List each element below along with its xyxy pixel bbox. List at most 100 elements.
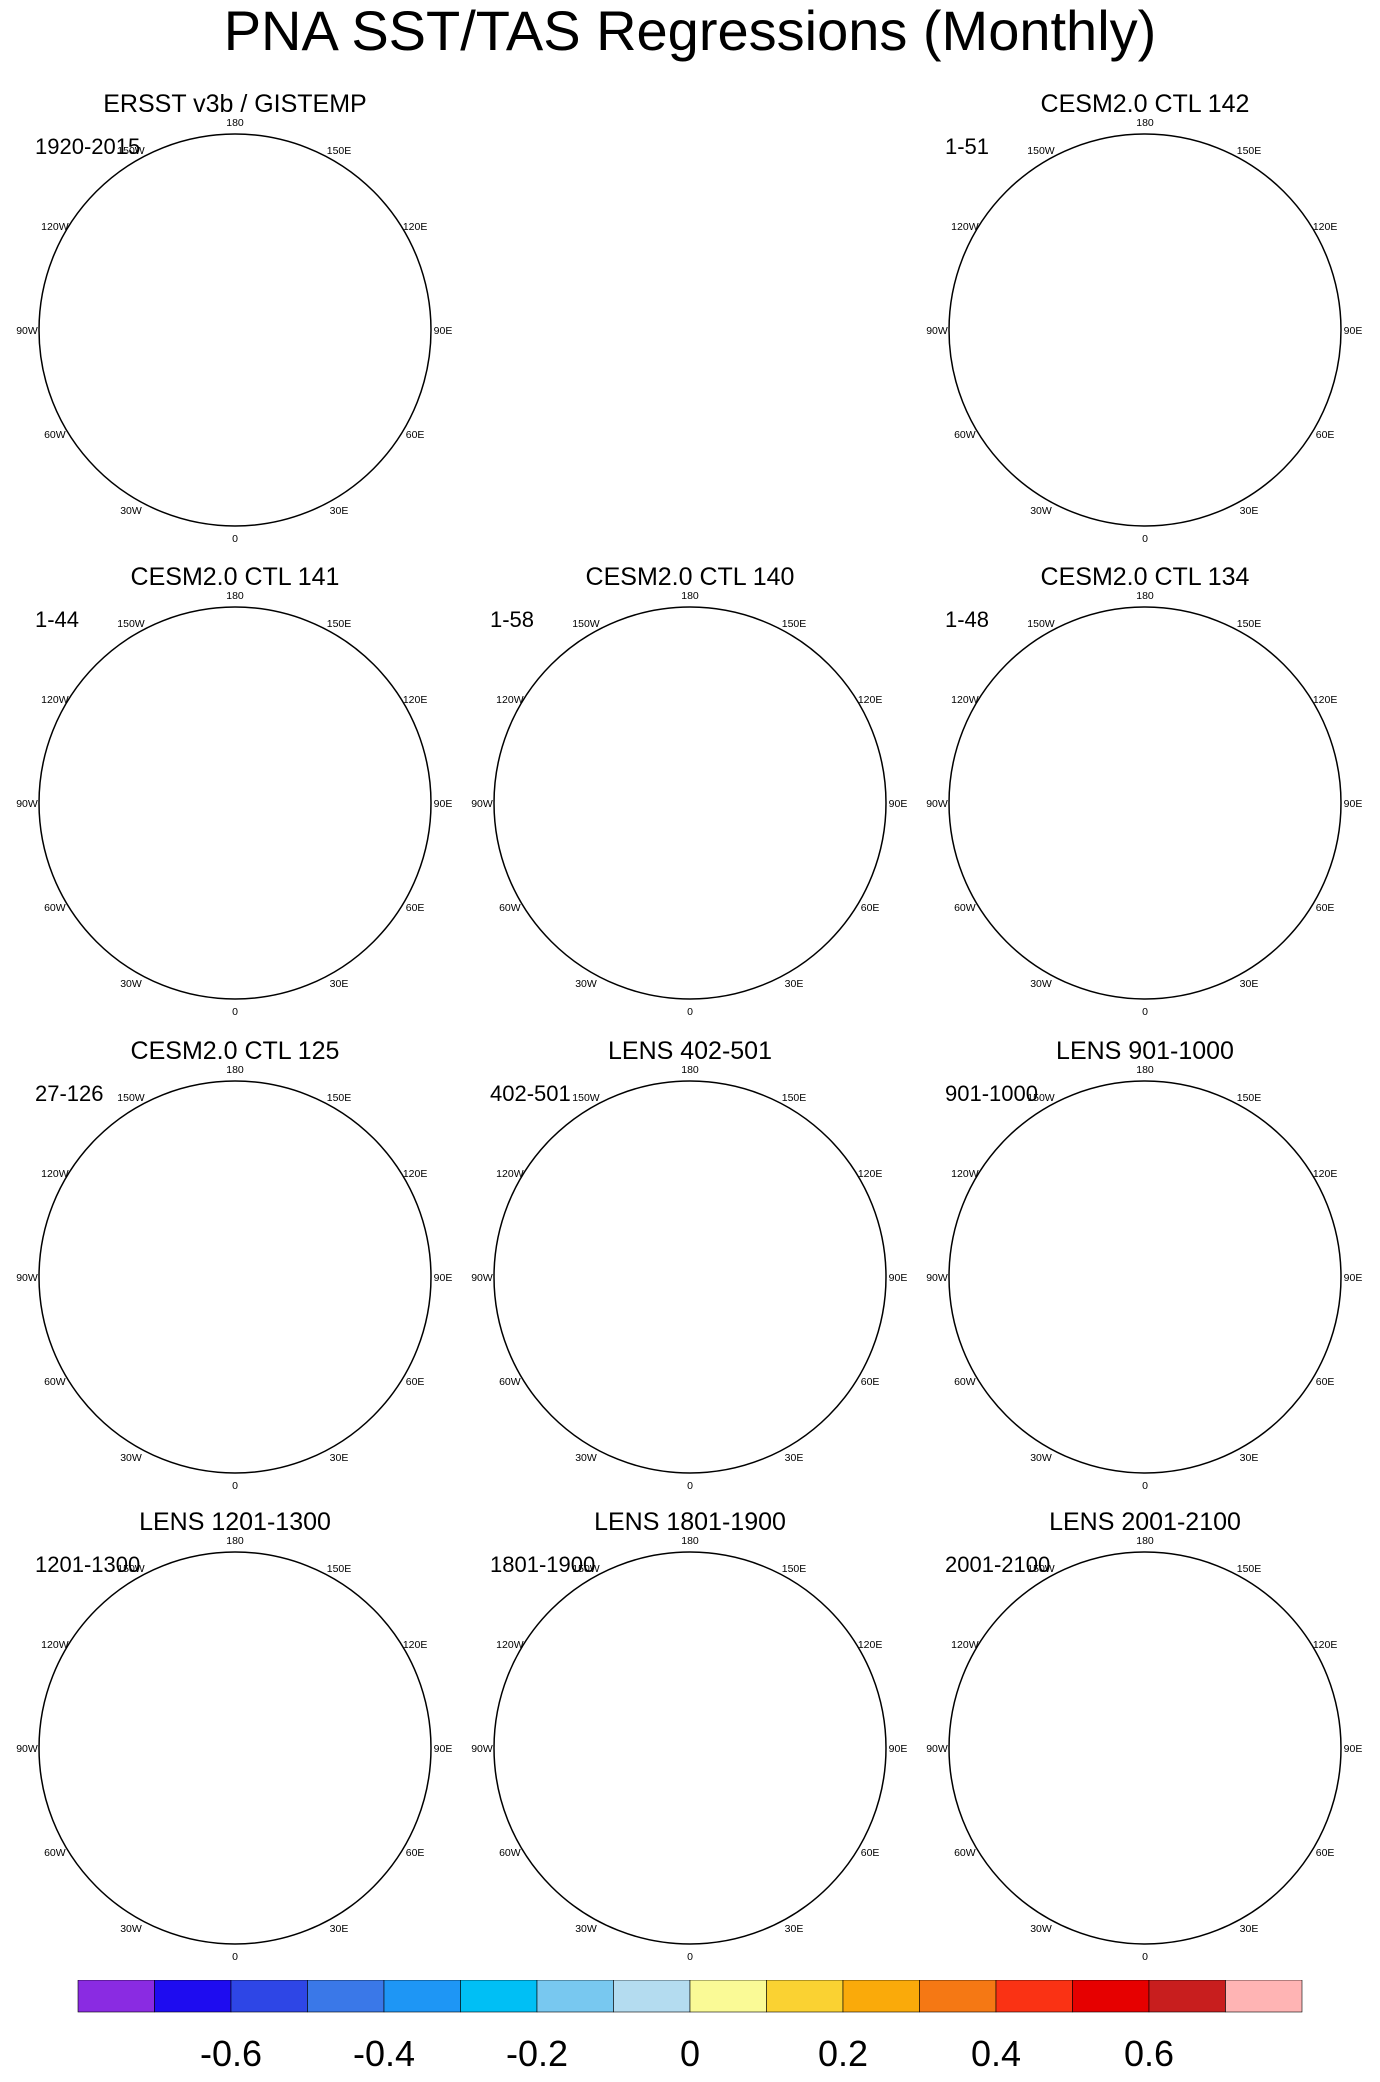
longitude-label: 0 xyxy=(232,1951,238,1963)
field-negative-europe xyxy=(616,872,695,999)
longitude-label: 60W xyxy=(44,1376,66,1388)
map-panel: 180 150E 120E 90E 60E 30E 0 30W 60W 90W 120W 150W CE… xyxy=(16,1037,452,1492)
longitude-label: 120W xyxy=(41,1168,69,1180)
panel-years: 1-48 xyxy=(945,607,989,632)
field-negative-atlantic xyxy=(39,1257,174,1463)
longitude-label: 150W xyxy=(117,1563,145,1575)
longitude-label: 60E xyxy=(406,429,425,441)
field-background xyxy=(494,1552,886,1944)
coastline-iberia xyxy=(157,1895,216,1944)
coastline-iberia xyxy=(1067,477,1126,526)
field-negative-atlantic xyxy=(949,783,1084,989)
field-canada-positive xyxy=(127,737,235,783)
field-negative-east xyxy=(1106,1155,1341,1395)
coastline-europe xyxy=(1037,1815,1253,1868)
field-negative-atlantic xyxy=(949,1728,1084,1934)
longitude-label: 180 xyxy=(1136,1064,1154,1076)
longitude-label: 90E xyxy=(434,325,453,337)
longitude-label: 0 xyxy=(1142,1480,1148,1492)
field-negative-eurasia xyxy=(215,1287,431,1473)
longitude-label: 90W xyxy=(16,325,38,337)
longitude-label: 90E xyxy=(1344,1743,1363,1755)
field-pacific-core xyxy=(172,1599,227,1630)
longitude-label: 180 xyxy=(1136,1535,1154,1547)
coastline-iberia xyxy=(1067,1895,1126,1944)
field-pacific-negative xyxy=(600,1578,778,1656)
coastline-north xyxy=(39,1182,431,1305)
field-negative-eurasia xyxy=(670,813,886,999)
longitude-label: 90W xyxy=(471,798,493,810)
coastline-north xyxy=(949,1182,1341,1305)
coastline-us-east xyxy=(49,1297,78,1336)
longitude-label: 150E xyxy=(782,1563,807,1575)
field-pacific-core xyxy=(1082,1128,1137,1159)
map-panel: 180 150E 120E 90E 60E 30E 0 30W 60W 90W 120W 150W LE… xyxy=(471,1037,907,1492)
field-canada-positive xyxy=(582,1682,690,1728)
longitude-label: 120E xyxy=(1313,1168,1338,1180)
longitude-label: 90E xyxy=(434,1272,453,1284)
longitude-label: 60W xyxy=(44,429,66,441)
field-pacific-core xyxy=(627,1599,682,1630)
field-negative-eurasia xyxy=(1125,813,1341,999)
field-canada-positive xyxy=(1037,1211,1145,1257)
longitude-label: 30W xyxy=(120,978,142,990)
longitude-label: 30W xyxy=(1030,505,1052,517)
coastline-europe xyxy=(1037,397,1253,450)
longitude-label: 90E xyxy=(1344,798,1363,810)
longitude-label: 120W xyxy=(496,1168,524,1180)
longitude-label: 120E xyxy=(403,1639,428,1651)
colorbar-tick-label: 0.6 xyxy=(1124,2033,1174,2074)
panel-title: CESM2.0 CTL 140 xyxy=(586,563,795,591)
field-bering-spot xyxy=(278,1643,302,1657)
field-negative-atlantic xyxy=(949,1257,1084,1463)
longitude-label: 30E xyxy=(1240,978,1259,990)
field-negative-atlantic xyxy=(39,1728,174,1934)
coastline-iberia xyxy=(1067,1424,1126,1473)
coastline-us-east xyxy=(959,350,988,389)
field-canada-warm-core xyxy=(141,1206,225,1222)
longitude-label: 90W xyxy=(471,1272,493,1284)
field-canada-positive xyxy=(127,1682,235,1728)
longitude-label: 150E xyxy=(327,145,352,157)
map-boundary xyxy=(38,606,432,1000)
panel-years: 1920-2015 xyxy=(35,134,140,159)
longitude-label: 30E xyxy=(1240,1452,1259,1464)
longitude-label: 180 xyxy=(226,117,244,129)
field-negative-east xyxy=(651,681,886,921)
map-boundary xyxy=(38,1080,432,1474)
field-negative-europe xyxy=(1071,872,1150,999)
field-alaska-positive xyxy=(959,641,1126,748)
longitude-label: 120W xyxy=(41,694,69,706)
longitude-label: 30E xyxy=(1240,505,1259,517)
field-negative-europe xyxy=(161,399,240,526)
longitude-label: 120W xyxy=(496,1639,524,1651)
longitude-label: 30W xyxy=(1030,1452,1052,1464)
longitude-label: 30E xyxy=(330,1452,349,1464)
field-background xyxy=(39,607,431,999)
field-pacific-core xyxy=(627,654,682,685)
longitude-label: 150E xyxy=(327,618,352,630)
colorbar-tick-label: -0.6 xyxy=(200,2033,262,2074)
longitude-label: 0 xyxy=(232,1006,238,1018)
field-background xyxy=(949,1081,1341,1473)
field-canada-positive xyxy=(582,1211,690,1257)
colorbar-bin xyxy=(613,1980,691,2013)
coastline-us-east xyxy=(49,350,78,389)
field-negative-europe xyxy=(161,872,240,999)
panel-title: CESM2.0 CTL 142 xyxy=(1041,90,1250,118)
field-background xyxy=(494,1081,886,1473)
coastline-north xyxy=(949,1653,1341,1776)
coastline-north xyxy=(39,708,431,831)
longitude-label: 180 xyxy=(226,1064,244,1076)
field-alaska-positive xyxy=(49,1115,216,1222)
longitude-label: 30E xyxy=(330,1923,349,1935)
coastline-us-east xyxy=(504,823,533,862)
panel-title: LENS 402-501 xyxy=(608,1037,772,1065)
field-negative-east xyxy=(196,681,431,921)
coastline-iberia xyxy=(157,950,216,999)
field-alaska-positive xyxy=(959,1586,1126,1693)
longitude-label: 30E xyxy=(330,978,349,990)
longitude-label: 60W xyxy=(954,1847,976,1859)
field-negative-eurasia xyxy=(1125,1758,1341,1944)
map-boundary xyxy=(948,606,1342,1000)
